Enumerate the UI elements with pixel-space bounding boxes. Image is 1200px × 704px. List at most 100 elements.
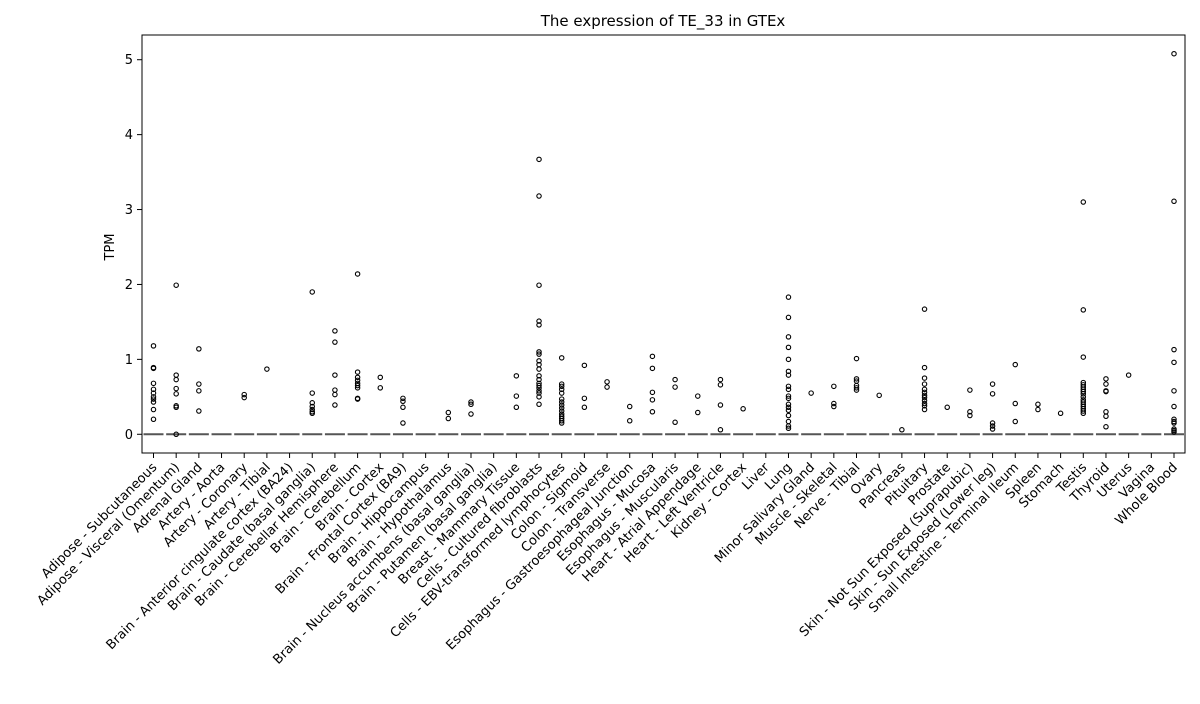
data-point (1080, 391, 1087, 397)
data-point (831, 403, 837, 410)
data-point (400, 420, 406, 426)
data-point (536, 358, 542, 364)
data-point (1080, 199, 1087, 205)
data-point (1057, 410, 1064, 417)
data-point (1035, 406, 1041, 413)
data-point (921, 392, 928, 399)
data-point (536, 366, 542, 372)
data-point (695, 409, 701, 416)
data-point (740, 406, 746, 412)
data-point (649, 397, 656, 403)
data-point (558, 355, 565, 361)
data-point (150, 396, 157, 402)
data-point (1171, 50, 1177, 57)
data-point (150, 390, 157, 396)
data-point (1080, 388, 1087, 395)
data-point (150, 394, 157, 400)
data-point (1012, 400, 1019, 407)
data-point (536, 282, 542, 288)
data-point (309, 410, 315, 417)
data-point (581, 404, 588, 411)
data-point (377, 385, 384, 391)
data-point (785, 418, 792, 425)
data-point (967, 412, 973, 419)
data-point (536, 351, 542, 357)
data-point (354, 382, 361, 389)
data-point (513, 373, 520, 379)
data-point (944, 404, 950, 411)
data-point (649, 353, 656, 360)
data-point (264, 366, 270, 372)
data-point (536, 382, 542, 389)
data-point (853, 376, 860, 382)
data-point (581, 362, 588, 369)
data-point (377, 374, 384, 381)
data-point (150, 406, 157, 413)
data-point (309, 390, 315, 396)
data-point (672, 384, 678, 390)
data-point (196, 346, 202, 352)
axes-frame (141, 34, 1186, 454)
data-point (899, 427, 905, 433)
data-point (717, 402, 724, 408)
data-point (150, 343, 157, 349)
data-point (1080, 410, 1087, 417)
data-point (354, 271, 361, 277)
data-point (150, 416, 157, 423)
data-point (536, 318, 542, 324)
data-point (853, 355, 860, 362)
data-point (808, 390, 814, 396)
data-point (536, 385, 542, 391)
data-point (967, 409, 973, 415)
data-point (354, 374, 361, 381)
data-point (536, 322, 542, 328)
data-point (309, 400, 315, 406)
data-point (989, 391, 996, 397)
data-point (332, 372, 338, 378)
data-point (785, 425, 792, 432)
chart-title: The expression of TE_33 in GTEx (540, 12, 786, 31)
y-tick-label: 0 (125, 428, 133, 443)
data-point (468, 411, 474, 417)
data-point (332, 387, 338, 393)
data-point (468, 401, 474, 408)
data-point (604, 379, 610, 385)
data-point (1103, 381, 1109, 387)
data-point (173, 391, 179, 397)
data-point (558, 381, 565, 387)
data-point (1080, 394, 1087, 400)
data-point (1103, 376, 1109, 382)
y-tick-label: 5 (125, 53, 133, 68)
data-point (831, 400, 837, 407)
data-point (309, 403, 315, 410)
data-point (672, 376, 678, 383)
data-point (921, 400, 928, 407)
data-point (785, 393, 792, 399)
data-point (354, 396, 361, 402)
data-point (1012, 361, 1019, 368)
data-point (536, 376, 542, 383)
data-point (196, 408, 202, 414)
data-point (785, 334, 792, 340)
data-point (400, 398, 406, 405)
data-point (921, 386, 928, 393)
data-point (150, 399, 157, 405)
data-point (604, 384, 610, 390)
data-point (173, 372, 179, 378)
data-point (400, 404, 406, 411)
data-point (626, 403, 633, 410)
data-point (196, 388, 202, 394)
data-point (921, 375, 928, 381)
data-point (1103, 388, 1109, 395)
data-point (1171, 198, 1177, 205)
data-point (717, 427, 724, 433)
data-point (853, 385, 860, 391)
data-point (626, 418, 633, 424)
data-point (649, 389, 656, 396)
data-point (536, 394, 542, 400)
data-point (785, 412, 792, 419)
data-point (536, 401, 542, 408)
data-point (332, 402, 338, 408)
data-point (785, 423, 792, 429)
